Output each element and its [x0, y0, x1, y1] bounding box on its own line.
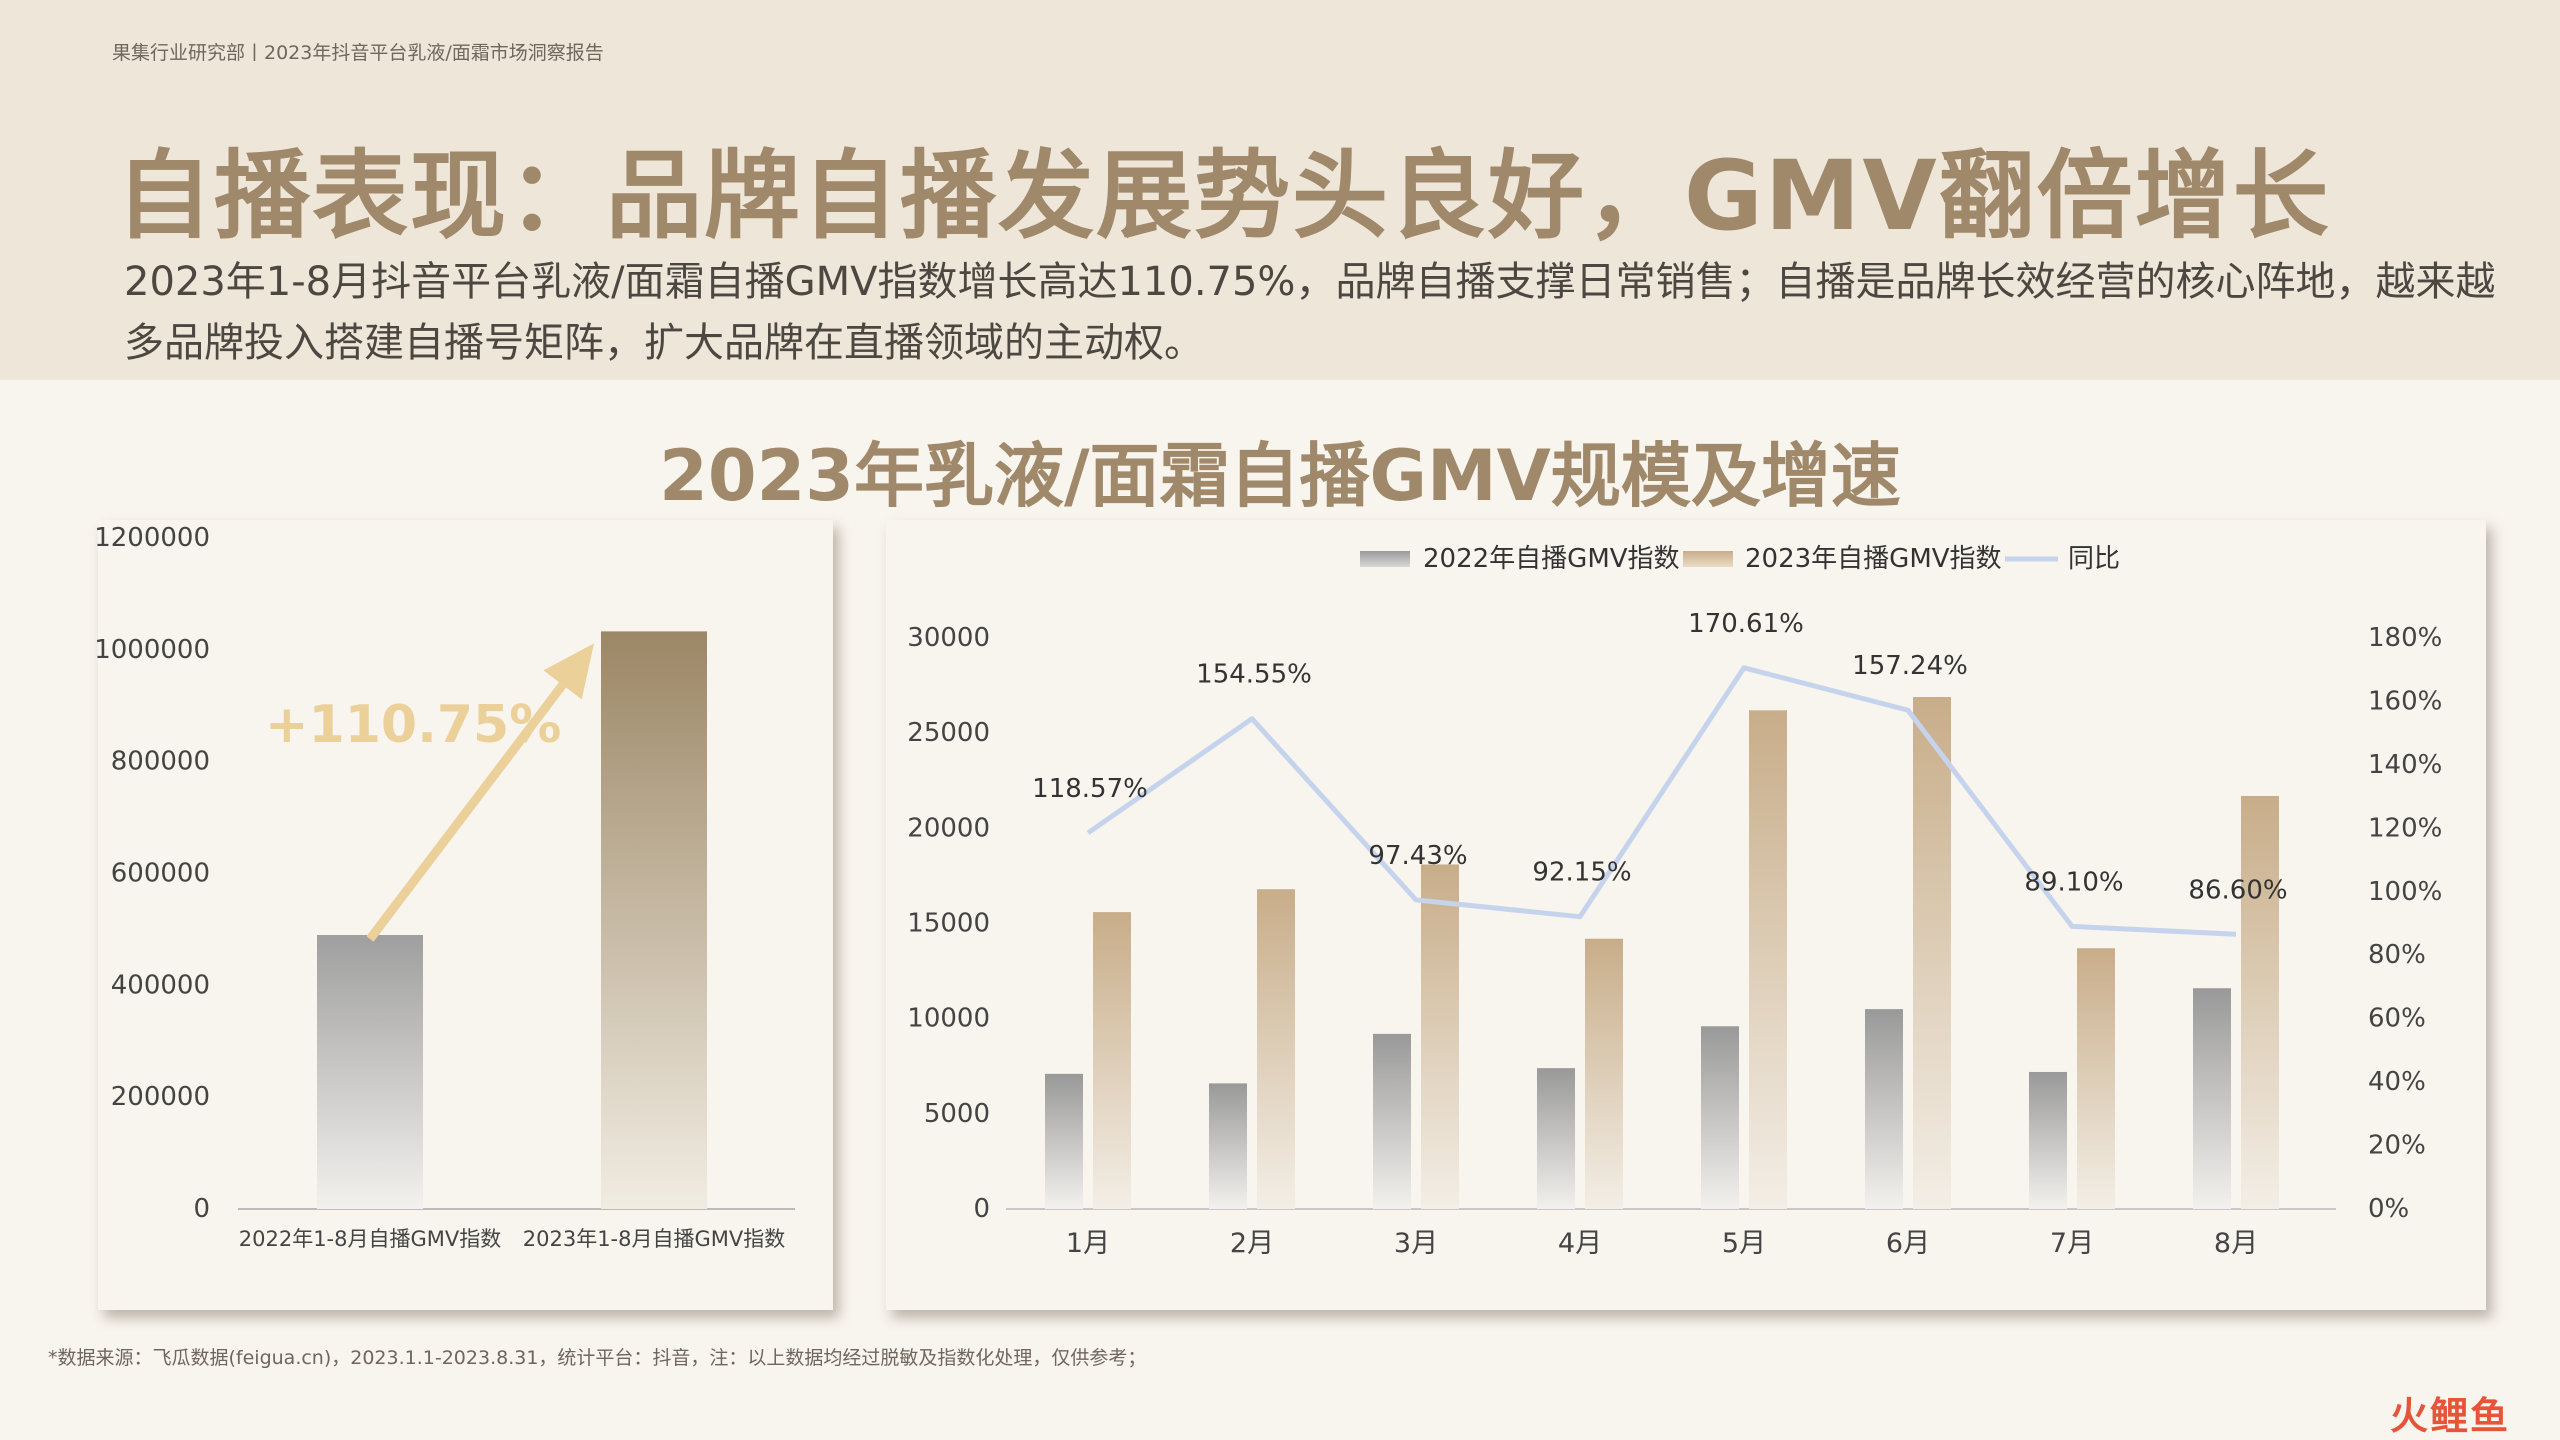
- x-tick-label: 2022年1-8月自播GMV指数: [239, 1227, 502, 1251]
- bar-2023: [1421, 864, 1459, 1209]
- bar: [601, 631, 707, 1209]
- y2-tick-label: 80%: [2368, 940, 2426, 970]
- bar-2023: [1093, 912, 1131, 1209]
- y2-tick-label: 0%: [2368, 1194, 2409, 1224]
- y-tick-label: 0: [973, 1194, 990, 1224]
- bar-2022: [1209, 1083, 1247, 1209]
- y2-tick-label: 160%: [2368, 686, 2442, 716]
- legend-swatch-2022: [1360, 551, 1410, 567]
- y-tick-label: 0: [193, 1194, 210, 1224]
- x-tick-label: 2月: [1230, 1228, 1274, 1259]
- y2-tick-label: 40%: [2368, 1067, 2426, 1097]
- bar: [317, 935, 423, 1209]
- bar-2022: [2193, 988, 2231, 1209]
- x-tick-label: 3月: [1394, 1228, 1438, 1259]
- y-tick-label: 200000: [111, 1082, 210, 1112]
- y2-tick-label: 60%: [2368, 1004, 2426, 1034]
- legend-swatch-2023: [1683, 551, 1733, 567]
- y-tick-label: 20000: [907, 813, 990, 843]
- bar-2023: [1585, 938, 1623, 1209]
- yoy-data-label: 86.60%: [2188, 875, 2287, 905]
- y-tick-label: 1000000: [94, 635, 210, 665]
- y-tick-label: 400000: [111, 970, 210, 1000]
- yoy-line: [1086, 665, 2237, 937]
- bar-2023: [1749, 710, 1787, 1209]
- y-tick-label: 25000: [907, 718, 990, 748]
- chart-title: 2023年乳液/面霜自播GMV规模及增速: [659, 435, 1901, 517]
- yoy-data-label: 97.43%: [1368, 841, 1467, 871]
- legend-label-2023: 2023年自播GMV指数: [1745, 544, 2002, 574]
- yoy-data-label: 154.55%: [1196, 660, 1312, 690]
- y-tick-label: 1200000: [94, 523, 210, 553]
- x-tick-label: 4月: [1558, 1228, 1602, 1259]
- x-tick-label: 5月: [1722, 1228, 1766, 1259]
- yoy-data-label: 92.15%: [1532, 858, 1631, 888]
- bar-2023: [2241, 795, 2279, 1209]
- x-tick-label: 7月: [2050, 1228, 2094, 1259]
- yoy-data-label: 170.61%: [1688, 609, 1804, 639]
- y-tick-label: 10000: [907, 1004, 990, 1034]
- bar-2023: [1913, 697, 1951, 1209]
- bar-2022: [1537, 1068, 1575, 1209]
- y-tick-label: 800000: [111, 747, 210, 777]
- left-chart-panel: [98, 520, 833, 1310]
- y-tick-label: 5000: [924, 1099, 990, 1129]
- bar-2022: [1701, 1026, 1739, 1209]
- x-tick-label: 1月: [1066, 1228, 1110, 1259]
- legend-label-2022: 2022年自播GMV指数: [1423, 544, 1680, 574]
- growth-label: +110.75%: [265, 695, 561, 755]
- y2-tick-label: 140%: [2368, 750, 2442, 780]
- bar-2023: [1257, 889, 1295, 1209]
- legend-label-yoy: 同比: [2068, 544, 2120, 574]
- x-tick-label: 6月: [1886, 1228, 1930, 1259]
- y-tick-label: 15000: [907, 909, 990, 939]
- watermark-logo: 火鲤鱼: [2390, 1394, 2511, 1438]
- bar-2022: [1865, 1009, 1903, 1209]
- bar-2022: [1045, 1073, 1083, 1209]
- bar-2023: [2077, 948, 2115, 1209]
- growth-arrowhead: [543, 643, 594, 700]
- source-note: *数据来源：飞瓜数据(feigua.cn)，2023.1.1-2023.8.31…: [48, 1347, 1147, 1369]
- bar-2022: [1373, 1033, 1411, 1209]
- yoy-data-label: 89.10%: [2024, 867, 2123, 897]
- growth-arrow: [366, 682, 567, 942]
- y2-tick-label: 180%: [2368, 623, 2442, 653]
- x-tick-label: 2023年1-8月自播GMV指数: [523, 1227, 786, 1251]
- y2-tick-label: 100%: [2368, 877, 2442, 907]
- page-headline: 自播表现：品牌自播发展势头良好，GMV翻倍增长: [116, 140, 2331, 252]
- y2-tick-label: 20%: [2368, 1131, 2426, 1161]
- yoy-data-label: 157.24%: [1852, 651, 1968, 681]
- y-tick-label: 30000: [907, 623, 990, 653]
- y-tick-label: 600000: [111, 859, 210, 889]
- yoy-data-label: 118.57%: [1032, 774, 1148, 804]
- summary-text: 2023年1-8月抖音平台乳液/面霜自播GMV指数增长高达110.75%，品牌自…: [124, 259, 2496, 366]
- header-band: [0, 0, 2560, 380]
- bar-2022: [2029, 1071, 2067, 1209]
- x-tick-label: 8月: [2214, 1228, 2258, 1259]
- y2-tick-label: 120%: [2368, 813, 2442, 843]
- breadcrumb: 果集行业研究部丨2023年抖音平台乳液/面霜市场洞察报告: [112, 42, 604, 64]
